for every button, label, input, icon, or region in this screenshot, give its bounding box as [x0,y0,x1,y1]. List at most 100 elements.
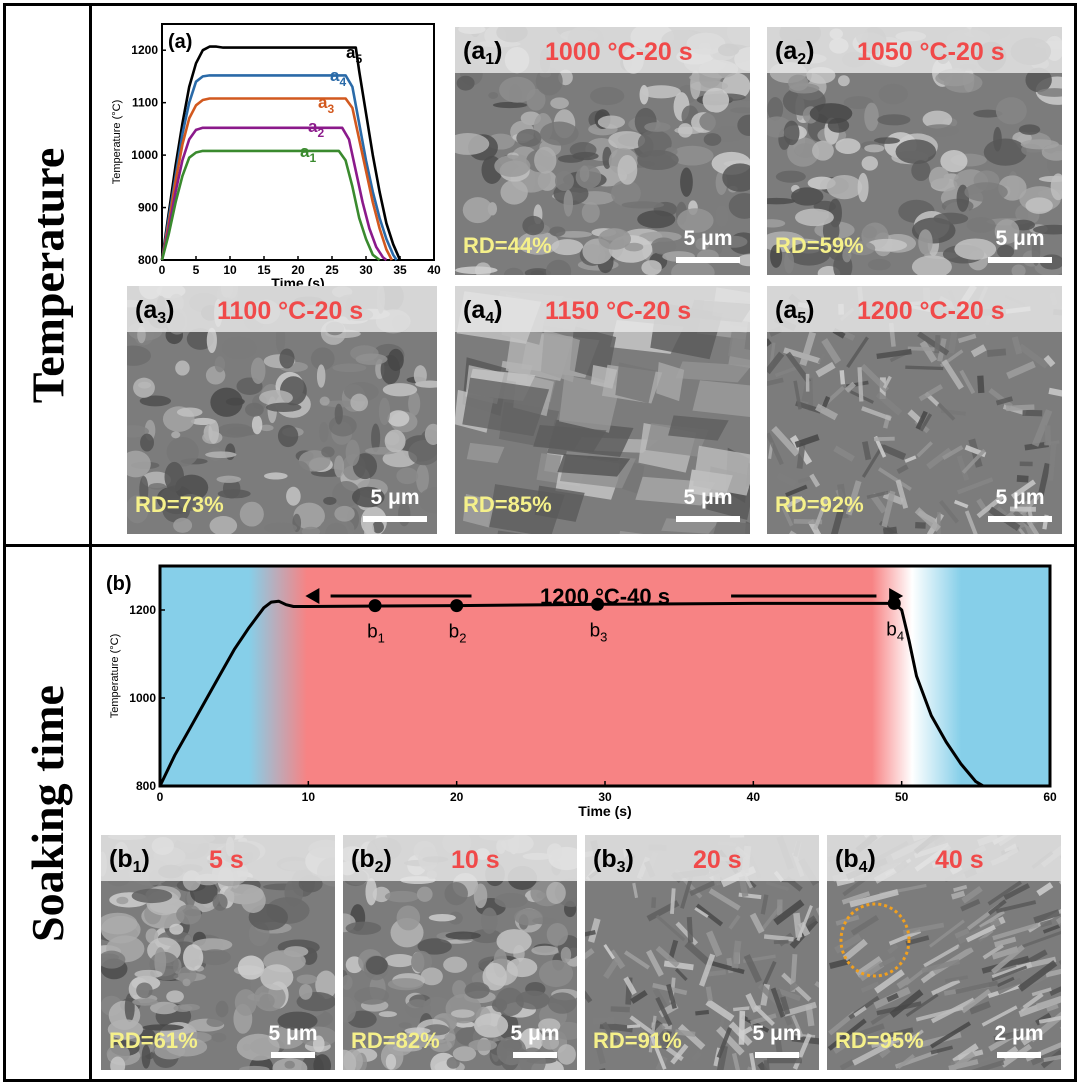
sem-grain [301,526,321,534]
sem-grain [334,455,345,478]
sem-rod [763,1059,770,1070]
sem-facet [728,330,750,360]
sem-grain [557,1044,576,1065]
sem-rod [670,888,676,915]
sem-rod [780,996,791,1015]
sem-rod [651,897,657,909]
sem-grain [721,72,750,100]
chart-a-legend-a5: a5 [346,43,362,66]
sem-grain [446,1056,460,1069]
sem-grain [413,365,427,386]
sem-rod [793,380,802,410]
sem-rod [1038,1014,1061,1024]
sem-rod [920,970,936,984]
sem-grain [540,121,579,146]
sem-rod [829,958,851,969]
sem-rod [1042,915,1061,934]
sem-grain [428,913,456,922]
a-panel-rd-1: RD=44% [463,233,552,258]
sem-rod [774,365,799,378]
sem-grain [503,267,524,275]
sem-grain [641,260,662,275]
sem-grain [954,238,997,260]
sem-grain [560,946,572,963]
sem-rod [869,492,888,514]
b-panel-condition-2: 10 s [451,846,500,874]
chart-b-series-profile [158,599,985,788]
sem-rod [1019,930,1061,949]
sem-rod [815,361,836,378]
sem-rod [993,1029,1024,1043]
sem-rod [861,406,892,421]
sem-rod [934,334,941,354]
sem-rod [839,1059,855,1070]
sem-rod [699,953,716,987]
sem-grain [867,258,891,271]
sem-rod [655,996,673,1027]
b-panel-rd-2: RD=82% [351,1028,440,1053]
sem-rod [1030,1042,1061,1066]
sem-grain [420,967,443,986]
sem-rod [1036,882,1054,897]
sem-grain [940,149,968,173]
sem-rod [626,1024,641,1029]
sem-rod [706,930,723,957]
chart-a-plot-area [161,23,435,261]
sem-rod [773,939,789,945]
sem-rod [599,1022,633,1033]
sem-grain [351,486,385,508]
a-panel-scale-text-2: 5 μm [995,227,1044,250]
sem-rod [905,993,939,1018]
sem-grain [722,163,750,192]
b-sem-panel-4: (b4) 40 s RD=95% 2 μm [827,835,1061,1070]
a-panel-condition-1: 1000 °C-20 s [545,38,693,66]
sem-rod [918,384,944,402]
sem-facet [713,520,750,534]
sem-rod [930,1021,971,1049]
sem-grain [211,1032,227,1043]
sem-rod [923,944,961,968]
sem-rod [716,1027,732,1059]
chart-b-ytick-label: 1200 [129,603,156,617]
sem-grain [549,226,566,237]
b-sem-header-band [827,835,1061,881]
sem-grain [767,197,796,205]
temperature-section-label: Temperature [6,6,89,544]
sem-grain [209,515,238,534]
sem-grain [677,208,714,233]
chart-a-series-a3 [160,97,393,261]
sem-grain [581,201,600,223]
sem-rod [799,331,817,367]
sem-grain [313,1054,332,1070]
sem-rod [907,409,923,424]
sem-grain [127,450,151,478]
sem-rod [1045,968,1061,978]
sem-grain [259,390,293,406]
sem-rod [648,1015,657,1053]
sem-rod [832,1041,846,1054]
a-panel-condition-4: 1150 °C-20 s [545,297,691,325]
sem-facet [540,329,580,383]
chart-a-xtick-label: 30 [359,263,373,277]
sem-grain [321,446,335,458]
sem-facet [615,362,656,404]
sem-grain [522,215,545,236]
sem-grain [182,944,204,971]
a-panel-scale-bar-3 [363,516,427,522]
sem-rod [835,914,860,926]
sem-grain [499,76,536,103]
sem-grain [371,423,381,453]
sem-rod [791,1014,804,1038]
sem-grain [849,241,876,256]
sem-grain [531,945,560,956]
sem-rod [1010,479,1036,500]
sem-grain [239,1065,270,1070]
sem-grain [387,410,410,427]
chart-a-ytick-label: 1000 [131,148,158,162]
sem-rod [796,442,806,469]
sem-rod [767,1057,802,1064]
sem-grain [173,1004,193,1012]
a-sem-panel-1: (a1) 1000 °C-20 s RD=44% 5 μm [455,27,750,275]
sem-rod [749,1052,757,1070]
chart-b-point-label-b4: b4 [886,619,904,643]
